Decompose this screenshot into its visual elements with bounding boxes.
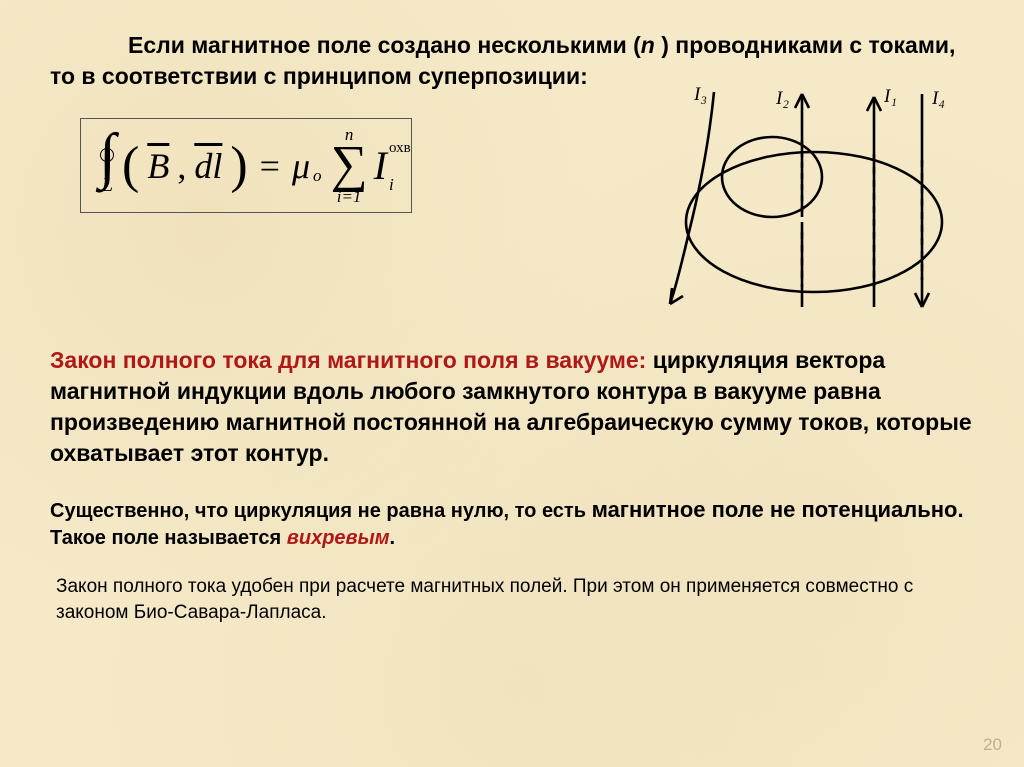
I: I bbox=[374, 143, 387, 188]
note-biot-savart: Закон полного тока удобен при расчете ма… bbox=[56, 574, 974, 625]
note1-e: . bbox=[390, 527, 396, 549]
current-i3-line bbox=[670, 92, 714, 304]
rparen: ) bbox=[230, 145, 247, 187]
mu-sub: o bbox=[313, 166, 322, 186]
contour-currents-diagram: I₃ I₂ I₁ I₄ bbox=[654, 82, 954, 317]
law-paragraph: Закон полного тока для магнитного поля в… bbox=[50, 345, 974, 469]
note1-b: магнитное поле не потенциально. bbox=[592, 497, 964, 522]
arrow-i3 bbox=[670, 288, 683, 304]
label-i3: I₃ bbox=[693, 84, 707, 105]
formula-box: ∫ L ( B , dl ) = μo n ∑ i=1 I охв i bbox=[80, 118, 412, 213]
sum-lower: i=1 bbox=[337, 189, 362, 204]
law-title: Закон полного тока для магнитного поля в… bbox=[50, 347, 653, 373]
mu: μ bbox=[292, 145, 310, 187]
vector-B: B bbox=[145, 145, 171, 187]
note1-a: Существенно, что циркуляция не равна нул… bbox=[50, 500, 592, 522]
inner-loop bbox=[722, 137, 822, 217]
label-i2: I₂ bbox=[775, 88, 789, 109]
note1-vortex: вихревым bbox=[287, 527, 390, 549]
sigma: ∑ bbox=[331, 142, 368, 189]
contour-integral: ∫ L bbox=[99, 135, 116, 197]
formula: ∫ L ( B , dl ) = μo n ∑ i=1 I охв i bbox=[99, 127, 387, 204]
current-term: I охв i bbox=[374, 142, 387, 189]
outer-contour bbox=[686, 152, 942, 292]
comma: , bbox=[177, 145, 186, 187]
I-superscript: охв bbox=[389, 140, 411, 157]
vector-dl: dl bbox=[192, 145, 224, 187]
note1-c: Такое поле называется bbox=[50, 527, 287, 549]
label-i4: I₄ bbox=[931, 88, 945, 109]
lparen: ( bbox=[122, 145, 139, 187]
note-nonpotential: Существенно, что циркуляция не равна нул… bbox=[50, 495, 974, 552]
integral-sign: ∫ bbox=[99, 135, 116, 178]
equals: = bbox=[254, 145, 286, 187]
intro-n: n bbox=[641, 32, 661, 58]
I-subscript: i bbox=[389, 175, 394, 195]
intro-prefix: Если магнитное поле создано несколькими … bbox=[128, 32, 641, 58]
formula-and-diagram-row: ∫ L ( B , dl ) = μo n ∑ i=1 I охв i bbox=[50, 118, 974, 317]
page-number: 20 bbox=[983, 735, 1002, 755]
label-i1: I₁ bbox=[883, 86, 897, 107]
summation: n ∑ i=1 bbox=[331, 127, 368, 204]
diagram-svg: I₃ I₂ I₁ I₄ bbox=[654, 82, 954, 312]
